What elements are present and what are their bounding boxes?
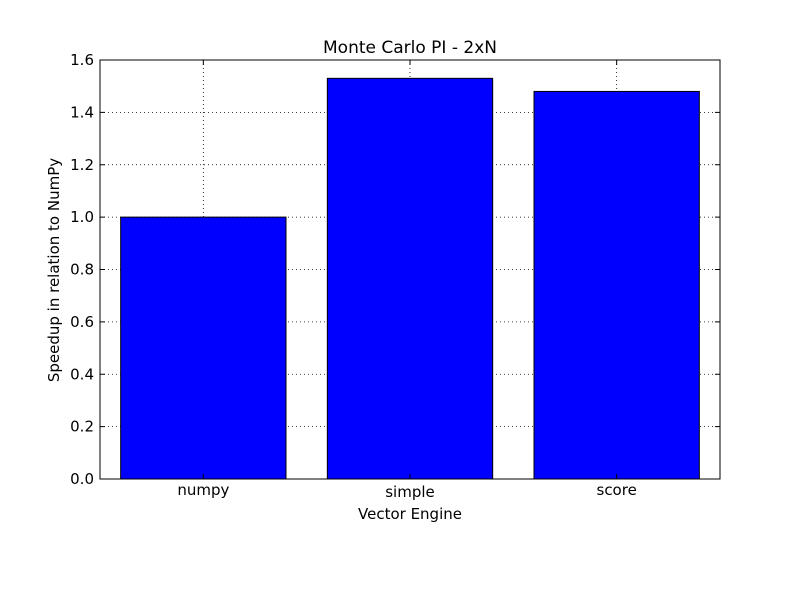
x-tick-label: score <box>597 481 637 499</box>
chart-title: Monte Carlo PI - 2xN <box>323 38 497 58</box>
y-tick-label: 1.4 <box>70 103 94 121</box>
y-tick-label: 0.4 <box>70 365 94 383</box>
y-tick-label: 0.8 <box>70 261 94 279</box>
y-tick-label: 1.0 <box>70 208 94 226</box>
x-axis-label: Vector Engine <box>358 505 462 523</box>
y-axis-label: Speedup in relation to NumPy <box>45 158 63 382</box>
bar-simple <box>326 77 494 480</box>
x-tick-label: simple <box>385 483 435 501</box>
ticks-layer: 0.0 0.2 0.4 0.6 0.8 1.0 1.2 1.4 1.6 numpy simple sc… <box>70 51 720 501</box>
bar-score <box>533 90 700 480</box>
y-tick-label: 0.0 <box>70 470 94 488</box>
bar-numpy <box>120 216 287 480</box>
x-tick-label: numpy <box>177 481 229 499</box>
y-tick-label: 1.6 <box>70 51 94 69</box>
y-tick-label: 0.6 <box>70 313 94 331</box>
y-tick-label: 1.2 <box>70 156 94 174</box>
y-tick-label: 0.2 <box>70 418 94 436</box>
bars-layer <box>120 77 700 480</box>
